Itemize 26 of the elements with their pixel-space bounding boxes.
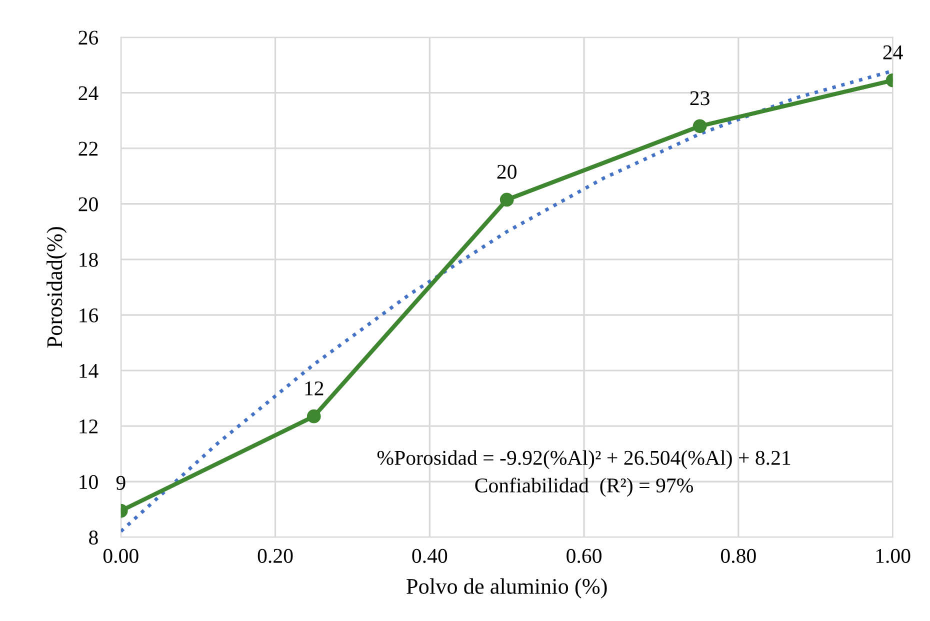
x-tick-label: 0.20	[258, 548, 293, 564]
annotation: Confiabilidad (R²) = 97%	[475, 478, 694, 497]
data-label: 23	[690, 91, 710, 106]
data-label: 24	[883, 45, 903, 60]
x-tick-label: 0.40	[412, 548, 448, 564]
y-tick-label: 12	[80, 420, 98, 434]
y-tick-label: 24	[78, 86, 98, 100]
y-tick-label: 16	[80, 308, 98, 322]
y-tick-label: 18	[80, 252, 98, 267]
point	[500, 192, 514, 207]
y-tick-label: 10	[80, 474, 98, 490]
x-tick-label: 1.00	[876, 548, 910, 564]
data-label: 20	[497, 164, 516, 179]
x-tick-label: 0.80	[720, 548, 756, 564]
x-tick-label: 0.00	[103, 548, 138, 564]
y-axis-title: Porosidad(%)	[46, 227, 67, 348]
annotation: %Porosidad = -9.92(%Al)² + 26.504(%Al) + 8.21	[377, 450, 790, 470]
y-tick-label: 14	[80, 364, 98, 378]
y-tick-label: 20	[78, 197, 98, 212]
data-label: 12	[305, 381, 324, 396]
y-tick-label: 22	[78, 142, 98, 156]
x-tick-label: 0.60	[566, 548, 602, 564]
y-tick-label: 26	[78, 30, 98, 45]
y-tick-label: 8	[89, 530, 98, 545]
x-axis-title: Polvo de aluminio (%)	[406, 578, 607, 598]
data-label: 9	[116, 476, 126, 490]
